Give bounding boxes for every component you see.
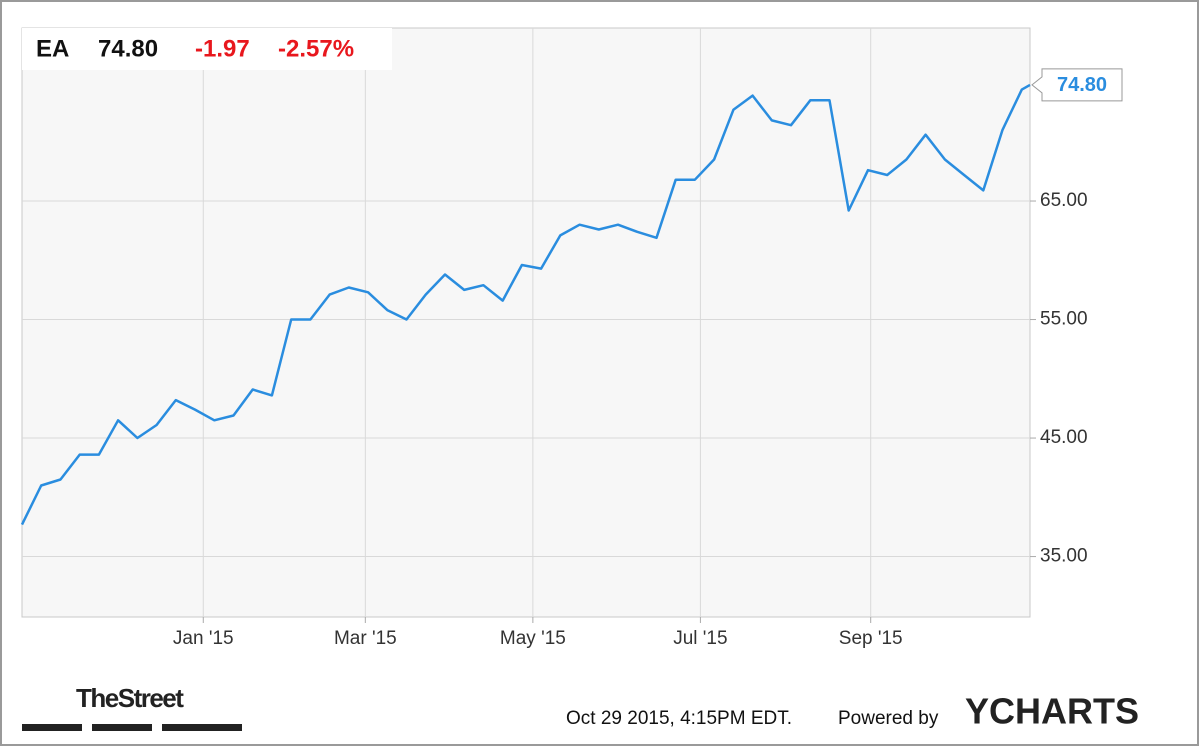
price: 74.80 <box>98 35 158 62</box>
brand-bar <box>162 724 242 731</box>
last-callout <box>1031 68 1123 102</box>
ticker: EA <box>36 35 69 62</box>
x-tick-label: Sep '15 <box>839 628 903 649</box>
x-tick-label: Mar '15 <box>334 628 397 649</box>
x-tick-label: May '15 <box>500 628 566 649</box>
x-tick-label: Jan '15 <box>173 628 234 649</box>
brand-bar <box>92 724 152 731</box>
y-tick-label: 35.00 <box>1040 546 1088 567</box>
change-pct: -2.57% <box>278 35 354 62</box>
plot-area <box>21 27 1031 618</box>
timestamp: Oct 29 2015, 4:15PM EDT. <box>566 708 792 729</box>
y-tick-label: 55.00 <box>1040 309 1088 330</box>
powered-by: Powered by <box>838 708 939 729</box>
brand-bar <box>22 724 82 731</box>
last-label: 74.80 <box>1057 74 1107 96</box>
y-tick-label: 65.00 <box>1040 190 1088 211</box>
brand: TheStreet <box>76 683 184 713</box>
x-tick-label: Jul '15 <box>673 628 727 649</box>
price-line <box>20 83 1031 526</box>
provider: YCHARTS <box>965 691 1139 732</box>
header-box <box>22 28 392 70</box>
change: -1.97 <box>195 35 250 62</box>
y-tick-label: 45.00 <box>1040 427 1088 448</box>
